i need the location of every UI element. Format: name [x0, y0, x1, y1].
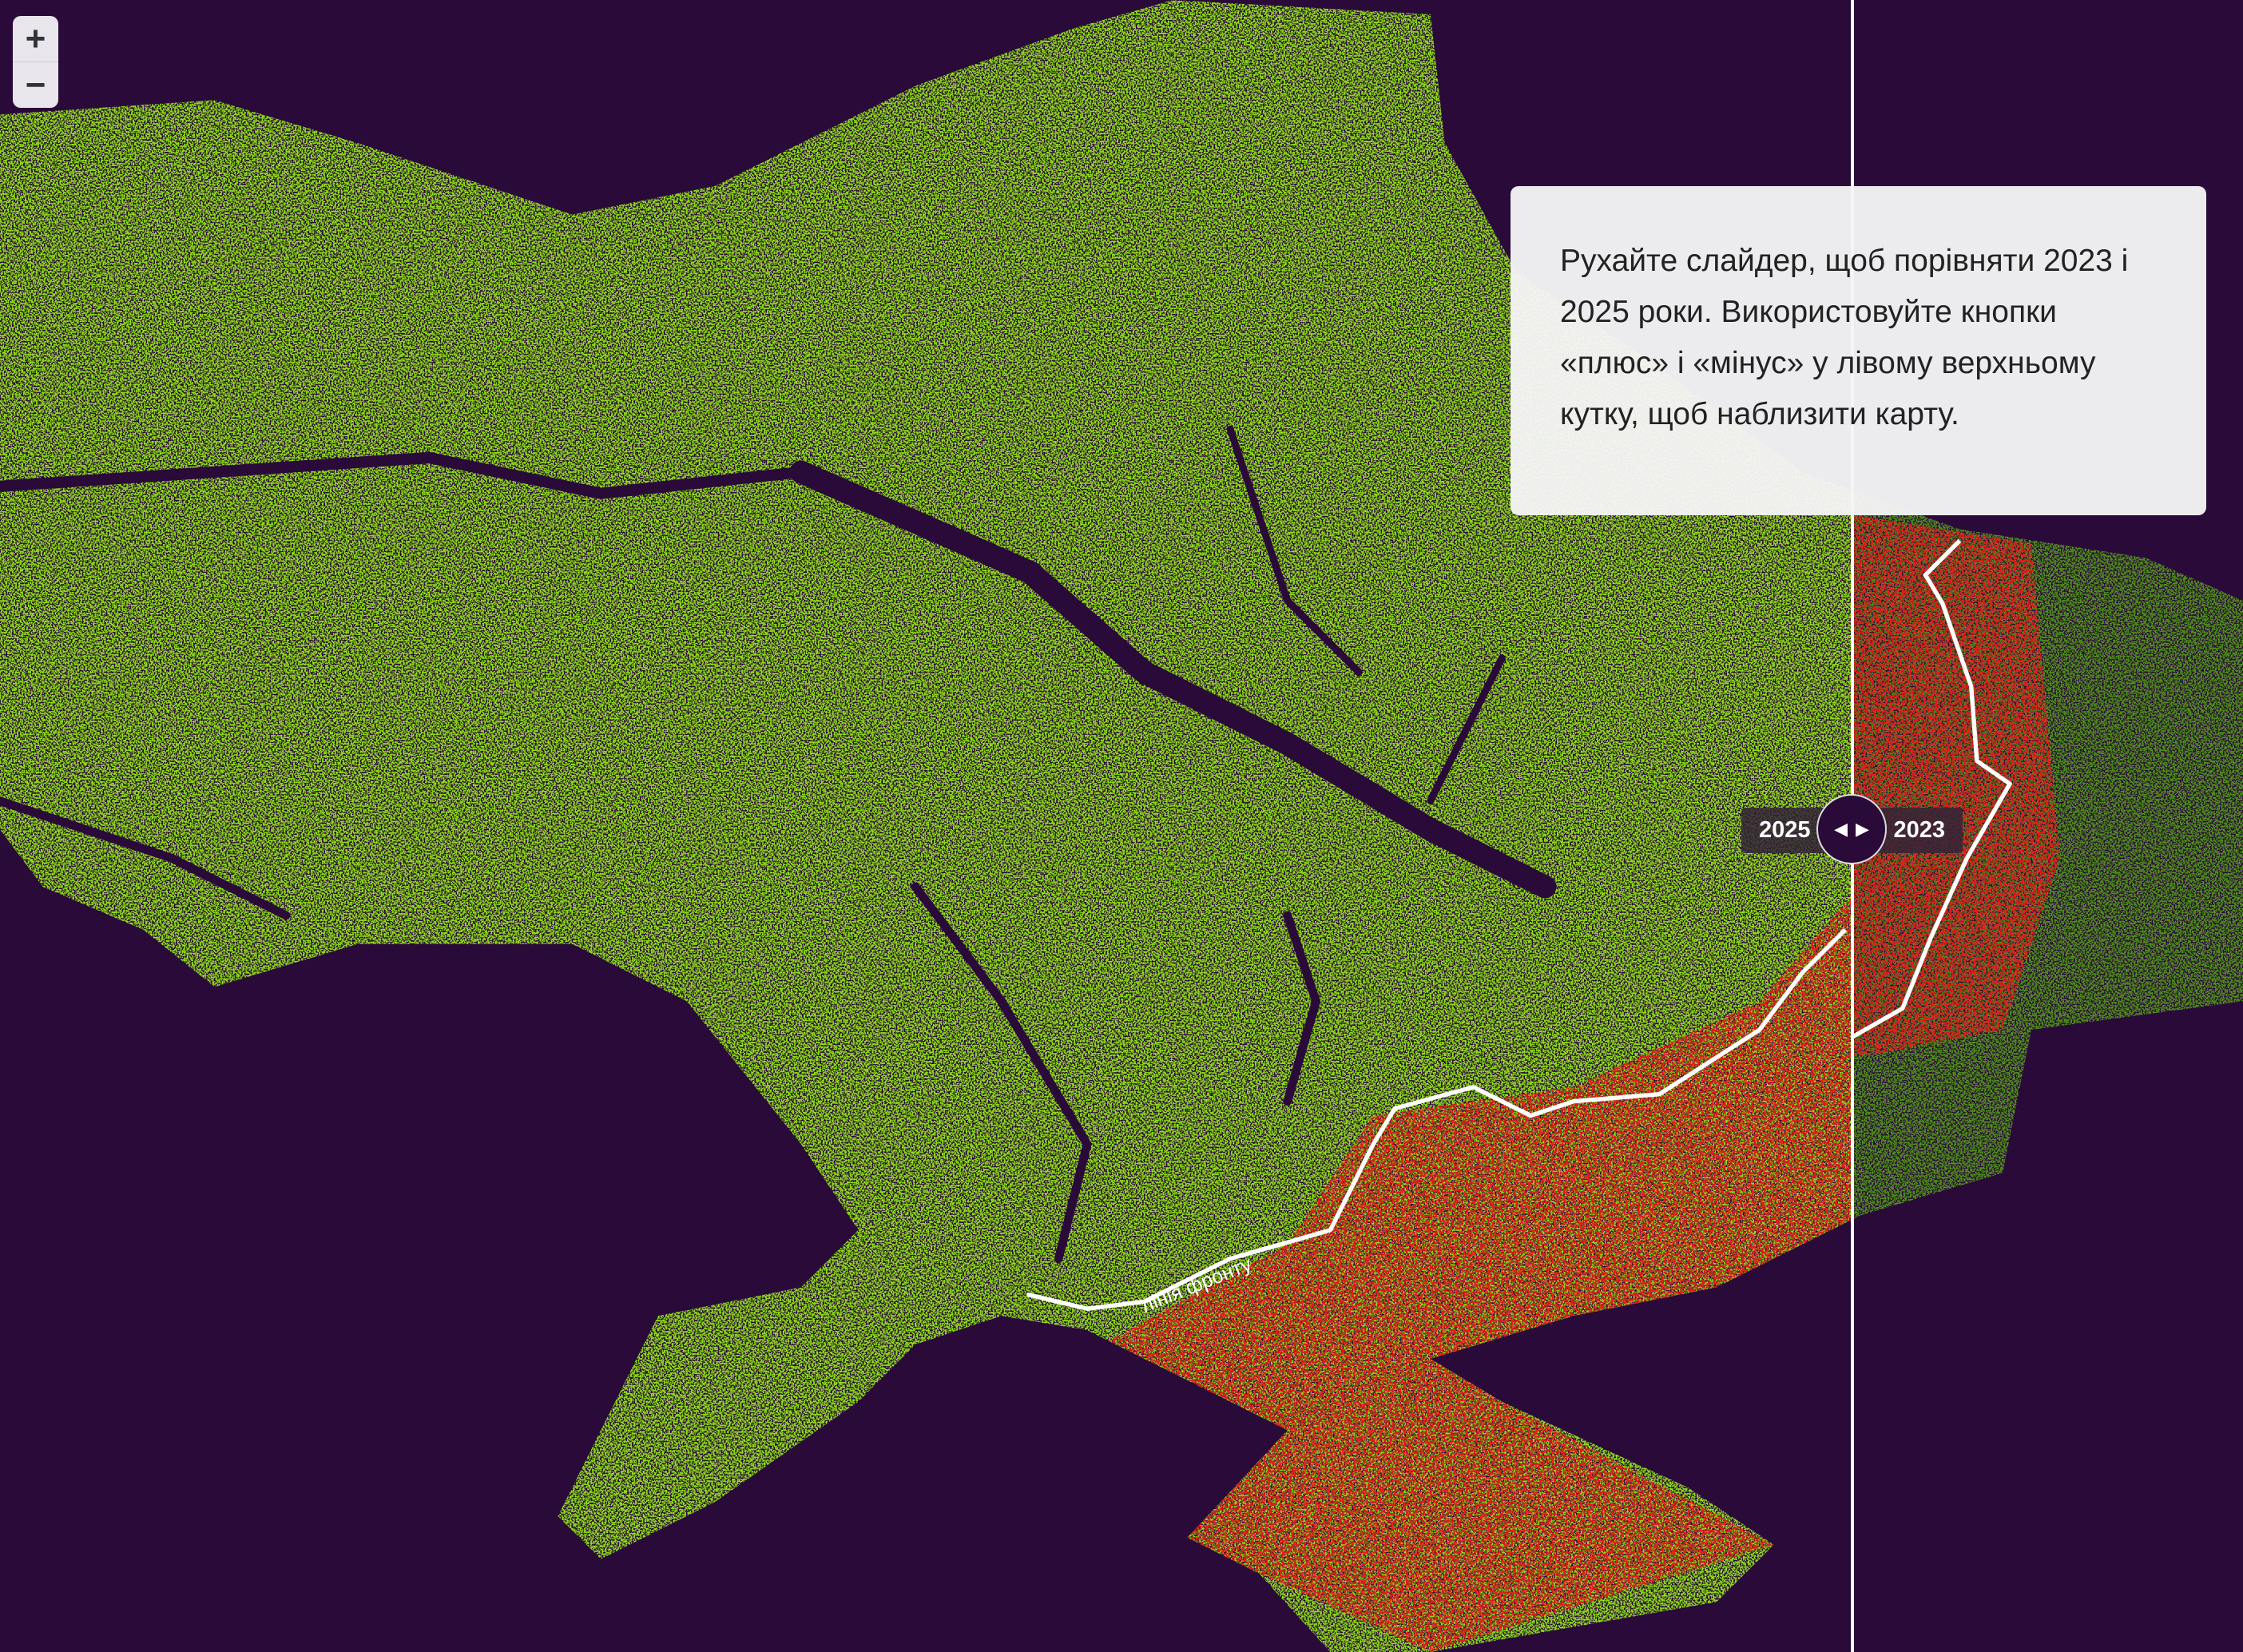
front-line	[1026, 538, 2012, 1311]
plus-icon: +	[25, 18, 46, 58]
slider-handle[interactable]: ◀ ▶	[1816, 794, 1887, 864]
instruction-tooltip: Рухайте слайдер, щоб порівняти 2023 і 20…	[1511, 186, 2206, 515]
minus-icon: −	[25, 65, 46, 105]
tooltip-text: Рухайте слайдер, щоб порівняти 2023 і 20…	[1560, 244, 2129, 431]
zoom-control: + −	[13, 16, 58, 108]
zoom-in-button[interactable]: +	[13, 16, 58, 62]
zoom-out-button[interactable]: −	[13, 62, 58, 108]
arrow-right-icon: ▶	[1856, 819, 1869, 839]
year-left-label: 2025	[1759, 817, 1811, 843]
rivers	[0, 425, 1557, 1263]
year-right-label: 2023	[1893, 817, 1945, 843]
arrow-left-icon: ◀	[1834, 819, 1848, 839]
